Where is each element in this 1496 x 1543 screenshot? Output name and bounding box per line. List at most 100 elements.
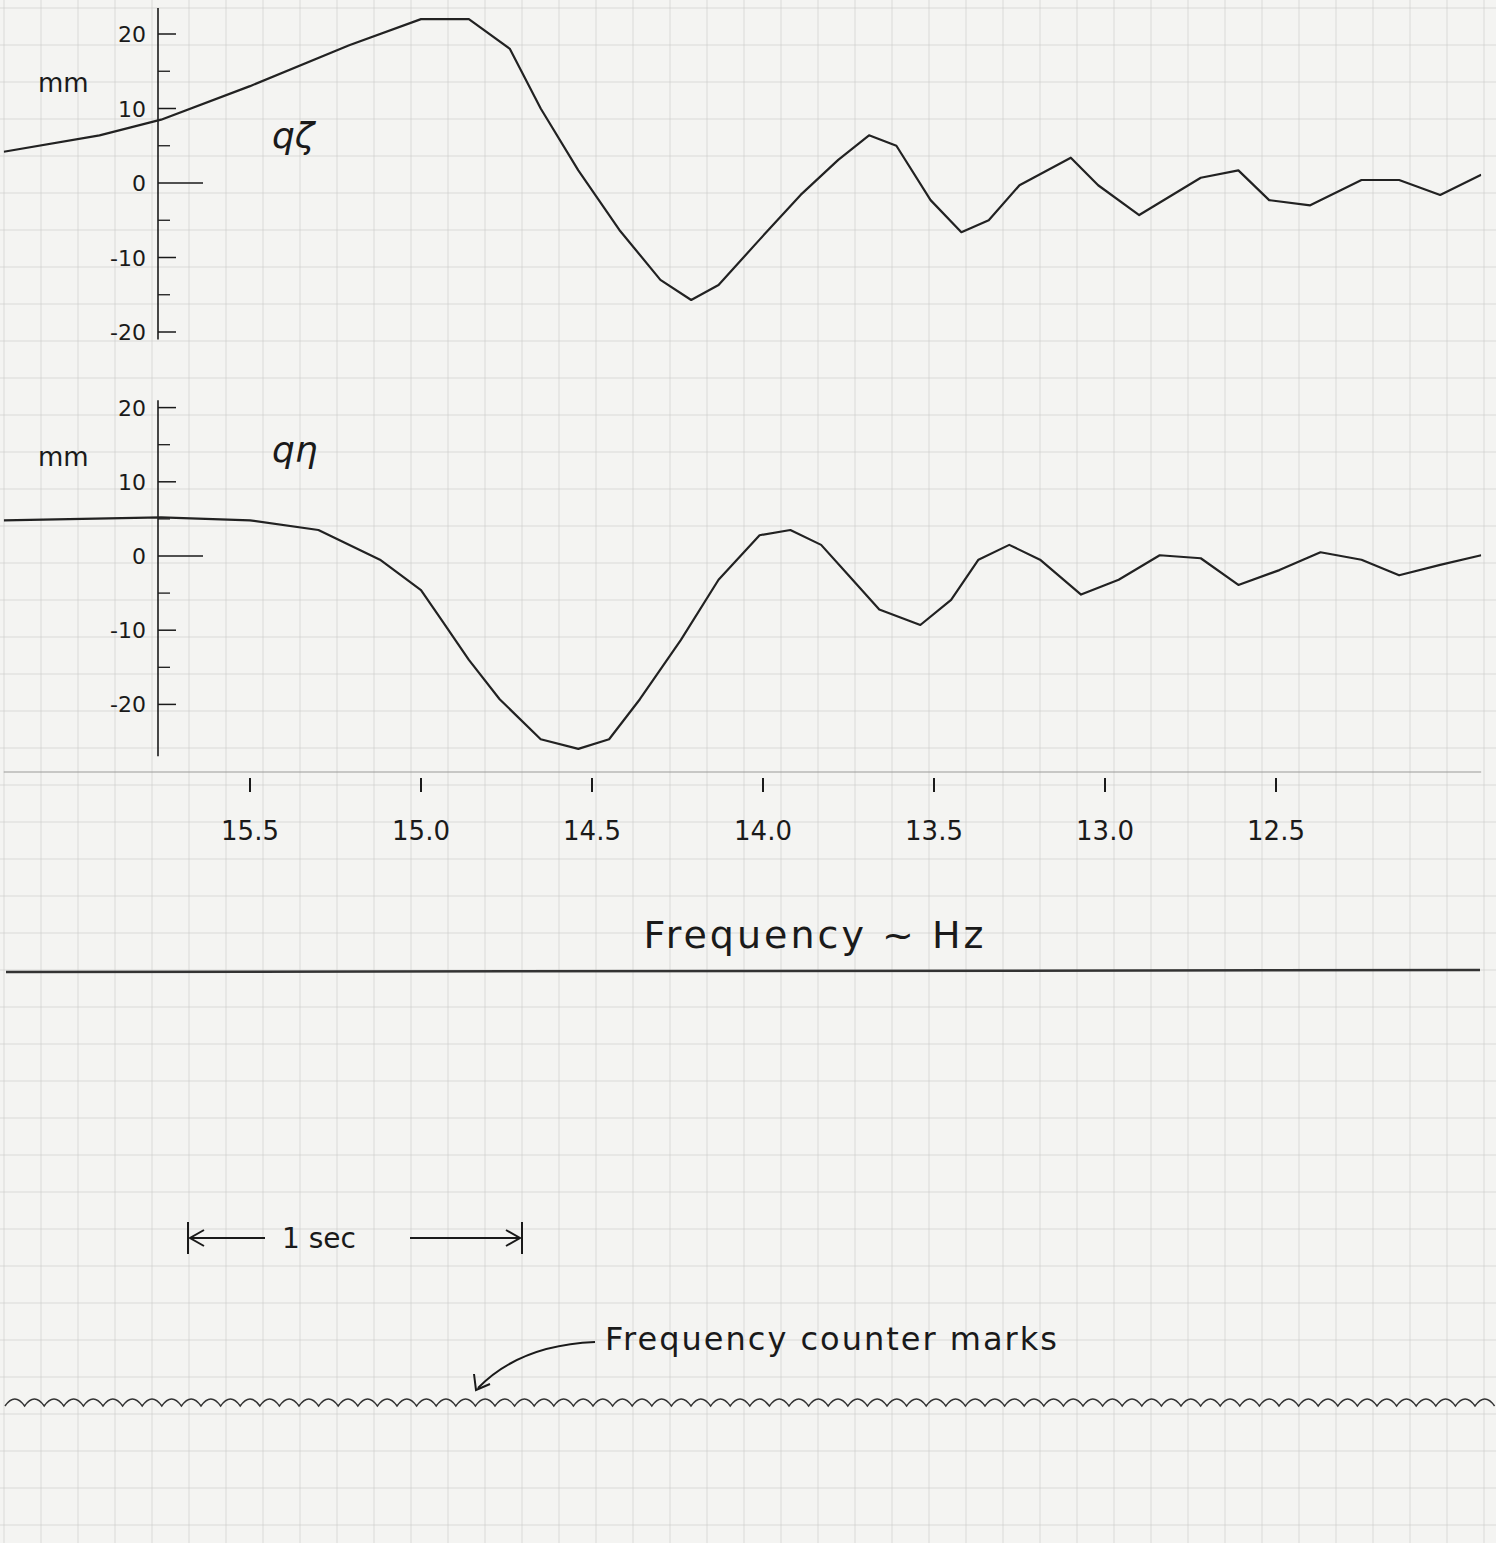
y-axis-label: mm	[38, 68, 89, 98]
paper-line	[0, 45, 1496, 46]
y-minor-tick	[158, 592, 170, 593]
counter-marks	[5, 1399, 1495, 1406]
y-tick	[158, 33, 176, 35]
y-tick	[158, 481, 176, 483]
x-tick	[420, 778, 422, 792]
y-axis	[157, 400, 159, 756]
leader	[478, 1342, 595, 1388]
paper-line	[0, 8, 1496, 9]
x-tick	[249, 778, 251, 792]
paper-line	[0, 637, 1496, 638]
y-minor-tick	[158, 71, 170, 72]
paper	[0, 0, 1496, 1543]
arrow-head	[474, 1374, 490, 1390]
y-minor-tick	[158, 294, 170, 295]
scale-arrow	[410, 1237, 520, 1239]
y-minor-tick	[158, 667, 170, 668]
y-tick	[158, 182, 203, 184]
trace	[4, 517, 1481, 749]
y-tick	[158, 407, 176, 409]
paper-line	[0, 563, 1496, 564]
paper-line	[1484, 0, 1485, 1543]
y-axis-label: mm	[38, 442, 89, 472]
paper-line	[0, 1229, 1496, 1230]
annotation: Frequency counter marks	[605, 1320, 1059, 1358]
y-tick-label: -20	[110, 692, 146, 717]
panel: 20100-10-20mm	[38, 8, 203, 345]
paper-line	[0, 489, 1496, 490]
series-label: qζ	[272, 115, 317, 156]
y-tick-label: -10	[110, 246, 146, 271]
paper-line	[0, 1525, 1496, 1526]
paper-line	[0, 415, 1496, 416]
divider	[6, 970, 1480, 972]
y-tick-label: 20	[118, 396, 146, 421]
paper-line	[0, 1044, 1496, 1045]
x-tick	[591, 778, 593, 792]
x-tick-label: 15.5	[221, 816, 279, 846]
paper-line	[0, 156, 1496, 157]
paper-line	[0, 230, 1496, 231]
y-tick	[158, 108, 176, 110]
x-axis-label: Frequency ~ Hz	[644, 913, 987, 957]
x-tick	[933, 778, 935, 792]
y-tick	[158, 331, 176, 333]
data-group	[4, 19, 1481, 300]
paper-line	[0, 1414, 1496, 1415]
y-tick-label: 0	[132, 544, 146, 569]
x-tick-label: 14.5	[563, 816, 621, 846]
chart-root: 20 10 0 -10 -20 mm qζ 20 10 0 -10 -20 mm qη 15.5 15.0 14…	[0, 0, 1496, 1543]
paper-line	[0, 341, 1496, 342]
x-tick-label: 13.5	[905, 816, 963, 846]
paper-line	[0, 896, 1496, 897]
x-tick-label: 13.0	[1076, 816, 1134, 846]
paper-line	[0, 1303, 1496, 1304]
trace	[4, 19, 1481, 300]
x-tick	[762, 778, 764, 792]
arrow-head	[506, 1230, 520, 1246]
paper-line	[0, 1377, 1496, 1378]
paper-line	[0, 674, 1496, 675]
y-tick-label: -10	[110, 618, 146, 643]
paper-line	[0, 711, 1496, 712]
paper-line	[0, 1451, 1496, 1452]
paper-line	[0, 1192, 1496, 1193]
arrow-head	[190, 1230, 204, 1246]
y-tick	[158, 629, 176, 631]
y-minor-tick	[158, 220, 170, 221]
paper-line	[0, 304, 1496, 305]
paper-line	[0, 119, 1496, 120]
x-tick-label: 14.0	[734, 816, 792, 846]
y-minor-tick	[158, 444, 170, 445]
paper-line	[0, 859, 1496, 860]
data-group	[4, 517, 1481, 749]
x-axis	[4, 772, 1481, 773]
y-tick-label: -20	[110, 320, 146, 345]
paper-line	[0, 378, 1496, 379]
x-tick-label: 15.0	[392, 816, 450, 846]
paper-line	[0, 193, 1496, 194]
x-tick	[1275, 778, 1277, 792]
scale-arrow	[190, 1237, 265, 1239]
y-tick-label: 10	[118, 470, 146, 495]
annotation: 1 sec	[282, 1222, 356, 1255]
paper-line	[0, 1118, 1496, 1119]
paper-line	[0, 1488, 1496, 1489]
paper-line	[0, 526, 1496, 527]
y-tick-label: 10	[118, 97, 146, 122]
paper-line	[0, 1081, 1496, 1082]
paper-line	[0, 748, 1496, 749]
y-tick	[158, 704, 176, 706]
y-axis	[157, 8, 159, 340]
paper-line	[0, 1155, 1496, 1156]
paper-line	[0, 1007, 1496, 1008]
panel: 20 10 0 -10 -20 mm	[38, 396, 203, 757]
paper-line	[0, 785, 1496, 786]
paper-line	[0, 452, 1496, 453]
x-tick-label: 12.5	[1247, 816, 1305, 846]
series-label: qη	[272, 429, 318, 470]
y-tick	[158, 555, 203, 557]
y-tick-label: 20	[118, 22, 146, 47]
x-tick	[1104, 778, 1106, 792]
paper-line	[0, 267, 1496, 268]
